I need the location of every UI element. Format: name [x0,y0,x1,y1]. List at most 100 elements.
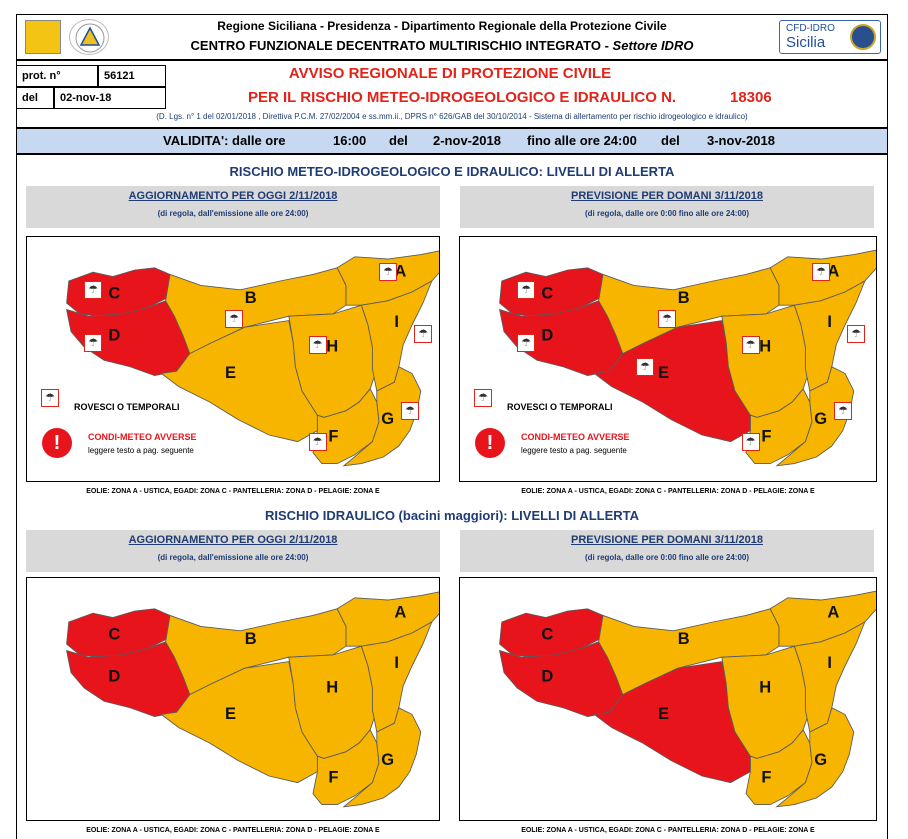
tomorrow-heading-1: PREVISIONE PER DOMANI 3/11/2018 (di rego… [460,186,874,228]
content-frame [16,154,888,839]
zone-label-h: H [326,337,338,355]
storm-icon: ☂ [741,432,760,451]
zone-label-d: D [541,326,553,344]
storm-icon: ☂ [225,309,243,328]
cfd-idro-logo: CFD-IDRO Sicilia [779,20,881,54]
zone-i [793,280,866,392]
civil-protection-logo [69,19,109,55]
zone-g [775,366,855,467]
sicily-map-svg: C D B A E H I F G [66,250,439,467]
sicily-map-svg: C D B A E H I F G [499,249,876,467]
zone-label-c: C [541,626,553,644]
notice-title: AVVISO REGIONALE DI PROTEZIONE CIVILE [288,65,612,82]
storm-icon: ☂ [636,358,654,376]
zone-label-h: H [759,337,771,355]
prot-label: prot. n° [16,65,98,87]
zone-a [336,591,439,647]
zone-label-f: F [328,769,338,787]
storm-icon: ☂ [474,389,492,407]
zone-g [775,707,855,808]
zone-label-g: G [814,410,827,428]
zone-label-b: B [245,630,257,648]
storm-icon: ☂ [834,402,852,420]
zone-i [360,280,433,392]
zone-label-f: F [761,428,771,446]
tomorrow-heading-2: PREVISIONE PER DOMANI 3/11/2018 (di rego… [460,530,874,572]
zone-label-a: A [394,263,406,281]
zone-label-a: A [827,263,839,281]
zone-label-h: H [326,678,338,696]
document-header: Regione Siciliana - Presidenza - Diparti… [16,14,888,60]
prot-number: 56121 [98,65,166,87]
legend-adverse-2: CONDI-METEO AVVERSE [521,432,630,442]
legend-adverse-sub-2: leggere testo a pag. seguente [521,446,627,455]
sicily-map-svg: C D B A E H I F G [66,591,439,808]
zone-label-c: C [108,285,120,303]
zone-i [360,621,433,733]
legend-storms-2: ROVESCI O TEMPORALI [507,402,613,412]
today-heading-1: AGGIORNAMENTO PER OGGI 2/11/2018 (di reg… [26,186,440,228]
del-date: 02-nov-18 [54,87,166,109]
zone-label-a: A [394,604,406,622]
sicily-map-svg: C D B A E H I F G [499,590,876,808]
cfd-emblem-icon [850,24,876,50]
today-heading-2: AGGIORNAMENTO PER OGGI 2/11/2018 (di reg… [26,530,440,572]
warning-icon: ! [42,428,72,458]
storm-icon: ☂ [401,402,419,420]
storm-icon: ☂ [379,263,397,282]
zone-label-b: B [678,630,690,648]
sicily-region-logo [25,20,61,54]
storm-icon: ☂ [517,333,536,352]
notice-subtitle: PER IL RISCHIO METEO-IDROGEOLOGICO E IDR… [248,89,677,106]
zone-a [769,590,876,647]
zone-label-i: I [394,654,399,672]
storm-icon: ☂ [517,281,536,299]
zone-label-d: D [541,667,553,685]
storm-icon: ☂ [658,309,676,328]
del-label: del [16,87,54,109]
zone-label-g: G [814,751,827,769]
zone-label-e: E [658,705,669,723]
islands-note-3: EOLIE: ZONA A - USTICA, EGADI: ZONA C - … [86,827,380,834]
zone-label-f: F [328,428,338,446]
zone-label-a: A [827,604,839,622]
storm-icon: ☂ [41,389,59,407]
zone-label-c: C [108,626,120,644]
validity-band: VALIDITA': dalle ore 16:00 del 2-nov-201… [16,128,888,154]
zone-label-f: F [761,769,771,787]
legal-reference: (D. Lgs. n° 1 del 02/01/2018 , Direttiva… [156,112,748,121]
map-today-meteo: C D B A E H I F G ☂ ☂ ☂ ☂ ☂ ☂ ☂ ☂ ☂ [26,236,440,482]
zone-label-h: H [759,678,771,696]
legend-adverse-1: CONDI-METEO AVVERSE [88,432,197,442]
zone-label-i: I [394,313,399,331]
map-tomorrow-hydraulic: C D B A E H I F G [459,577,877,821]
storm-icon: ☂ [414,325,433,343]
zone-label-b: B [678,289,690,307]
islands-note-4: EOLIE: ZONA A - USTICA, EGADI: ZONA C - … [521,827,815,834]
map-tomorrow-meteo: C D B A E H I F G ☂ ☂ ☂ ☂ ☂ ☂ ☂ ☂ ☂ ☂ [459,236,877,482]
header-centre: CENTRO FUNZIONALE DECENTRATO MULTIRISCHI… [190,38,694,53]
zone-label-c: C [541,285,553,303]
zone-label-e: E [658,364,669,382]
zone-label-g: G [381,751,394,769]
storm-icon: ☂ [308,432,327,451]
islands-note-1: EOLIE: ZONA A - USTICA, EGADI: ZONA C - … [86,488,380,495]
zone-g [342,366,422,467]
storm-icon: ☂ [847,325,866,343]
header-department: Regione Siciliana - Presidenza - Diparti… [217,19,667,33]
storm-icon: ☂ [812,263,830,282]
notice-number: 18306 [730,89,772,106]
storm-icon: ☂ [84,281,103,299]
zone-g [342,707,422,808]
zone-label-g: G [381,410,394,428]
legend-storms-1: ROVESCI O TEMPORALI [74,402,180,412]
zone-label-d: D [108,326,120,344]
storm-icon: ☂ [308,336,327,354]
warning-icon: ! [475,428,505,458]
storm-icon: ☂ [741,336,760,354]
zone-label-i: I [827,654,832,672]
islands-note-2: EOLIE: ZONA A - USTICA, EGADI: ZONA C - … [521,488,815,495]
section-hydraulic-title: RISCHIO IDRAULICO (bacini maggiori): LIV… [264,508,640,523]
storm-icon: ☂ [84,333,103,352]
zone-label-d: D [108,667,120,685]
